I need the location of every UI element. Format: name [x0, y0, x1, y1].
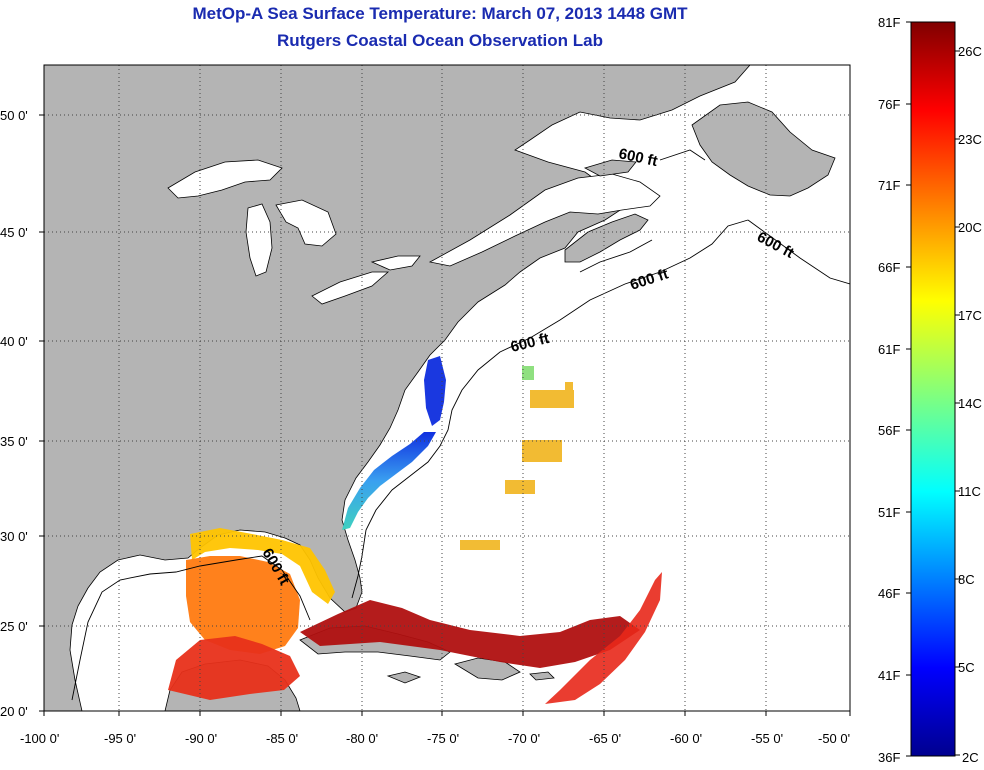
colorbar-c-label: 8C — [958, 572, 975, 587]
x-tick-label: -65 0' — [589, 731, 621, 746]
x-tick-label: -90 0' — [185, 731, 217, 746]
y-tick-label: 35 0' — [0, 434, 28, 449]
colorbar-ticks — [906, 21, 960, 757]
land-jamaica — [386, 671, 422, 684]
x-tick-label: -100 0' — [20, 731, 59, 746]
colorbar-c-label: 23C — [958, 132, 982, 147]
colorbar-f-label: 36F — [878, 750, 900, 765]
lake-michigan — [245, 203, 273, 277]
colorbar-c-label: 2C — [962, 750, 979, 765]
x-tick-label: -75 0' — [427, 731, 459, 746]
colorbar-f-label: 61F — [878, 342, 900, 357]
x-tick-label: -95 0' — [104, 731, 136, 746]
anticosti-island — [583, 159, 637, 177]
x-tick-label: -80 0' — [346, 731, 378, 746]
colorbar-c-label: 17C — [958, 308, 982, 323]
x-axis-labels: -100 0' -95 0' -90 0' -85 0' -80 0' -75 … — [20, 731, 850, 746]
gulf-sst-orange — [186, 556, 300, 654]
y-tick-label: 25 0' — [0, 619, 28, 634]
y-tick-label: 30 0' — [0, 529, 28, 544]
land-puerto-rico — [529, 671, 555, 681]
gulf-sst-yellow — [190, 528, 335, 604]
colorbar-f-label: 81F — [878, 15, 900, 30]
offshore-sst-yellow — [460, 382, 574, 550]
colorbar-f-label: 56F — [878, 423, 900, 438]
y-tick-label: 45 0' — [0, 225, 28, 240]
x-tick-label: -60 0' — [670, 731, 702, 746]
offshore-sst-green — [522, 366, 534, 380]
colorbar-c-label: 26C — [958, 44, 982, 59]
colorbar-c-label: 20C — [958, 220, 982, 235]
lake-ontario — [370, 255, 421, 271]
coastal-sst-band — [342, 432, 436, 530]
chesapeake-sst — [424, 356, 446, 426]
map-frame — [43, 64, 851, 712]
lake-erie — [311, 271, 390, 305]
colorbar-f-label: 51F — [878, 505, 900, 520]
colorbar-c-label: 14C — [958, 396, 982, 411]
caribbean-sst — [300, 600, 640, 668]
land-hispaniola — [453, 657, 521, 681]
colorbar-f-label: 66F — [878, 260, 900, 275]
colorbar-f-label: 41F — [878, 668, 900, 683]
map-subtitle: Rutgers Coastal Ocean Observation Lab — [277, 31, 603, 50]
axis-ticks — [39, 114, 851, 716]
x-tick-label: -85 0' — [266, 731, 298, 746]
map-title: MetOp-A Sea Surface Temperature: March 0… — [192, 4, 688, 23]
colorbar-f-label: 71F — [878, 178, 900, 193]
gulf-sst-red — [168, 636, 300, 700]
colorbar-c-label: 11C — [958, 484, 981, 499]
colorbar: 81F 76F 71F 66F 61F 56F 51F 46F 41F 36F … — [878, 15, 982, 765]
x-tick-label: -50 0' — [818, 731, 850, 746]
st-lawrence-gulf — [428, 173, 661, 267]
land-newfoundland — [691, 101, 836, 197]
colorbar-gradient — [910, 21, 956, 757]
x-tick-label: -70 0' — [508, 731, 540, 746]
colorbar-f-label: 46F — [878, 586, 900, 601]
lake-superior — [167, 159, 283, 199]
lake-huron — [275, 199, 337, 247]
y-tick-label: 20 0' — [0, 704, 28, 719]
x-tick-label: -55 0' — [751, 731, 783, 746]
isobath-lines — [71, 149, 850, 701]
y-axis-labels: 50 0' 45 0' 40 0' 35 0' 30 0' 25 0' 20 0… — [0, 108, 28, 719]
y-tick-label: 50 0' — [0, 108, 28, 123]
colorbar-f-label: 76F — [878, 97, 900, 112]
colorbar-celsius-labels: 26C 23C 20C 17C 14C 11C 8C 5C 2C — [958, 44, 982, 765]
colorbar-c-label: 5C — [958, 660, 975, 675]
colorbar-fahrenheit-labels: 81F 76F 71F 66F 61F 56F 51F 46F 41F 36F — [878, 15, 900, 765]
y-tick-label: 40 0' — [0, 334, 28, 349]
